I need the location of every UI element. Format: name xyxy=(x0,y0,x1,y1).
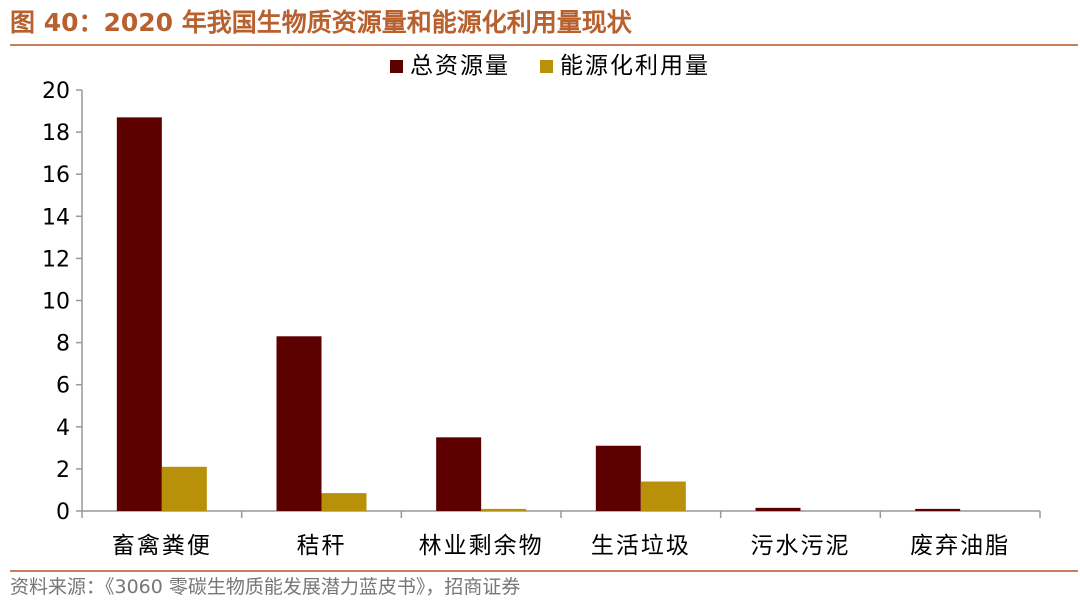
bar-total-3 xyxy=(595,445,641,511)
y-tick-label: 14 xyxy=(42,205,70,230)
x-category-label: 污水污泥 xyxy=(751,533,851,559)
y-tick-label: 10 xyxy=(42,290,70,315)
legend-swatch-1 xyxy=(540,60,553,73)
title-underline xyxy=(10,44,1078,46)
bar-energy-0 xyxy=(161,466,207,511)
y-tick-label: 6 xyxy=(56,374,70,399)
x-category-label: 林业剩余物 xyxy=(419,533,544,559)
y-tick-label: 16 xyxy=(42,163,70,188)
bar-chart: 总资源量 能源化利用量 0 2 4 6 8 10 12 14 16 18 20 畜禽粪便 秸秆 林业剩余物… xyxy=(42,53,1041,559)
figure-title: 图 40：2020 年我国生物质资源量和能源化利用量现状 xyxy=(10,8,632,37)
y-axis: 0 2 4 6 8 10 12 14 16 18 20 xyxy=(42,79,83,525)
legend: 总资源量 能源化利用量 xyxy=(390,53,710,79)
y-tick-label: 0 xyxy=(56,500,70,525)
x-axis: 畜禽粪便 秸秆 林业剩余物 生活垃圾 污水污泥 废弃油脂 xyxy=(81,510,1041,559)
y-tick-label: 20 xyxy=(42,79,70,104)
y-tick-label: 4 xyxy=(56,416,70,441)
source-note: 资料来源：《3060 零碳生物质能发展潜力蓝皮书》，招商证券 xyxy=(10,576,521,598)
bars xyxy=(116,117,961,512)
y-tick-label: 12 xyxy=(42,247,70,272)
bar-total-1 xyxy=(276,336,322,511)
x-category-label: 废弃油脂 xyxy=(910,533,1010,559)
bar-total-5 xyxy=(915,508,961,511)
legend-label-1: 能源化利用量 xyxy=(560,53,710,79)
bar-total-2 xyxy=(436,437,482,511)
x-category-label: 秸秆 xyxy=(297,533,347,559)
bar-total-4 xyxy=(755,507,801,511)
y-tick-label: 8 xyxy=(56,332,70,357)
legend-label-0: 总资源量 xyxy=(410,53,510,79)
legend-swatch-0 xyxy=(390,60,403,73)
bar-energy-2 xyxy=(481,508,527,511)
y-tick-label: 18 xyxy=(42,121,70,146)
bar-energy-3 xyxy=(640,481,686,511)
bar-total-0 xyxy=(116,117,162,512)
y-tick-label: 2 xyxy=(56,458,70,483)
bar-energy-1 xyxy=(321,493,367,511)
x-category-label: 生活垃圾 xyxy=(591,533,691,559)
x-category-label: 畜禽粪便 xyxy=(112,533,212,559)
source-divider xyxy=(10,570,1078,572)
